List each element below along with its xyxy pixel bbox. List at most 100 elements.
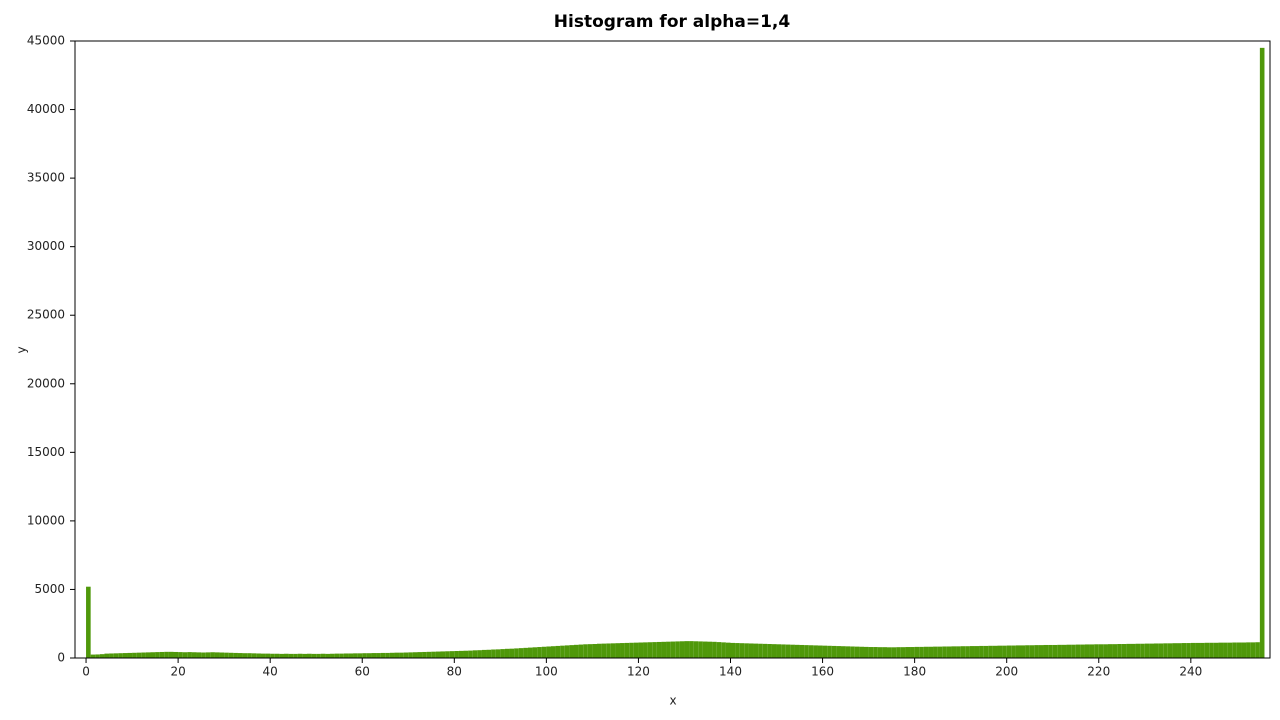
bar (1015, 645, 1021, 658)
bar (141, 652, 146, 658)
bar (1121, 644, 1127, 658)
bar (463, 650, 469, 658)
bar (693, 641, 699, 658)
bar (762, 643, 768, 658)
bar (1098, 644, 1104, 658)
bar (113, 653, 119, 658)
bar (873, 647, 878, 658)
bar (840, 646, 846, 658)
bar (615, 643, 621, 658)
bar (1006, 645, 1012, 658)
bar (376, 653, 381, 658)
bar (431, 651, 436, 658)
bar (969, 646, 975, 658)
bar (919, 646, 924, 658)
bar (1089, 644, 1095, 658)
bar (458, 650, 464, 658)
bar (297, 653, 303, 658)
bar (1223, 642, 1228, 658)
bar (813, 645, 818, 658)
bar (224, 652, 229, 658)
bar (905, 647, 911, 658)
bar (320, 653, 326, 658)
bar (1232, 642, 1237, 658)
bar (1011, 645, 1016, 658)
bar (661, 641, 667, 658)
bar (1043, 644, 1049, 658)
bar (385, 652, 390, 658)
bar (592, 644, 598, 658)
bar (1094, 644, 1099, 658)
bar (1066, 644, 1072, 658)
bar (597, 643, 602, 658)
y-tick-label: 40000 (27, 102, 65, 116)
y-tick-label: 20000 (27, 376, 65, 390)
bar (666, 641, 671, 658)
bar (1144, 643, 1150, 658)
bar (1126, 643, 1131, 658)
bar (1084, 644, 1090, 658)
bar (1255, 642, 1260, 658)
bar (532, 647, 538, 658)
bar (550, 646, 556, 658)
bar (86, 586, 91, 658)
bar (366, 653, 372, 658)
y-axis-label: y (15, 346, 29, 353)
bar (270, 653, 275, 658)
bar (1213, 642, 1219, 658)
x-tick-label: 80 (447, 665, 462, 679)
bar (1052, 644, 1058, 658)
y-tick-label: 35000 (27, 171, 65, 185)
bar (426, 651, 432, 658)
bar (997, 645, 1003, 658)
bar (960, 646, 966, 658)
bar (979, 645, 984, 658)
bar (412, 652, 418, 658)
bar (256, 653, 261, 658)
bar (394, 652, 400, 658)
bar (187, 652, 192, 658)
x-tick-label: 200 (995, 665, 1018, 679)
bar (707, 641, 713, 658)
bar (293, 653, 298, 658)
bar (1020, 645, 1026, 658)
bar (896, 647, 901, 658)
bar (974, 646, 980, 658)
bar (1071, 644, 1076, 658)
bar (702, 641, 708, 658)
bar (380, 652, 386, 658)
bar (251, 653, 257, 658)
bar (417, 652, 423, 658)
bar (546, 646, 551, 658)
bar (730, 642, 736, 658)
y-tick-label: 0 (57, 651, 65, 665)
bar (988, 645, 993, 658)
bar (887, 647, 892, 658)
bar (854, 646, 860, 658)
bar (145, 652, 151, 658)
bar (583, 644, 588, 658)
bar (1140, 643, 1145, 658)
bar (1204, 642, 1210, 658)
bar (435, 651, 441, 658)
bar (500, 649, 505, 658)
y-tick-label: 15000 (27, 445, 65, 459)
bar (233, 652, 238, 658)
bar (343, 653, 349, 658)
bar (633, 642, 639, 658)
bar (122, 653, 128, 658)
bar (675, 641, 680, 658)
bar (311, 653, 317, 658)
bar (836, 646, 841, 658)
bar (182, 652, 188, 658)
bar (1130, 643, 1136, 658)
bar (1250, 642, 1256, 658)
bar (518, 648, 524, 658)
bar (509, 648, 515, 658)
bar (468, 650, 473, 658)
bar (168, 651, 174, 658)
bar (1246, 642, 1251, 658)
bar (334, 653, 340, 658)
bar (408, 652, 413, 658)
bar (523, 647, 528, 658)
